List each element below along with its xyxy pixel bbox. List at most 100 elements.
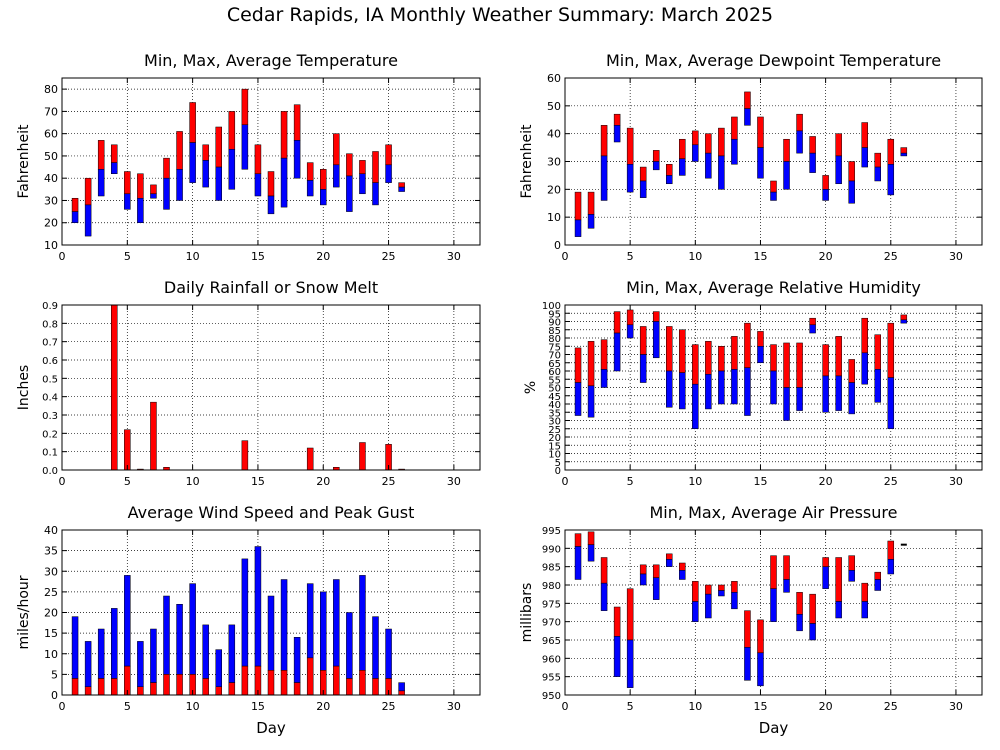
bar-lower [848,180,855,204]
bar-upper [333,133,340,166]
bar-lower [887,164,895,196]
bar-upper [848,161,855,182]
bar-lower [359,173,366,195]
y-tick-label: 5 [51,668,58,681]
y-tick-label: 5 [555,458,561,469]
y-tick-label: 80 [44,83,58,96]
bar-upper [679,138,686,159]
bar-gust [163,595,170,675]
bar-upper [783,555,790,580]
bar-avg-wind [137,686,144,696]
x-tick-label: 30 [949,475,963,488]
bar-lower [757,346,764,363]
bar-upper [666,164,673,176]
bar-lower [202,160,209,188]
bar-upper [150,184,157,195]
bar-gust [385,628,392,679]
bar-gust [398,682,405,692]
y-tick-label: 980 [542,581,561,592]
y-tick-label: 100 [542,301,561,312]
x-tick-label: 0 [562,250,569,263]
x-tick-label: 25 [884,475,898,488]
bar-lower [731,369,738,405]
bar-rain [150,401,157,471]
bar-upper [639,326,647,355]
bar-upper [254,144,262,174]
bar-upper [783,342,790,388]
bar-lower [887,559,895,575]
y-tick-label: 60 [548,367,561,378]
x-tick-label: 25 [382,700,396,713]
bar-lower [900,152,908,157]
y-tick-label: 0.6 [42,356,58,367]
chart-rain: Daily Rainfall or Snow Melt 0.0 0.1 0.2 0.3 0… [16,278,481,488]
bar-upper [731,336,738,370]
bar-lower [809,324,816,334]
bar-lower [861,601,868,619]
x-tick-label: 5 [627,700,634,713]
bar-upper [679,562,686,571]
x-tick-label: 5 [627,475,634,488]
bar-lower [652,161,660,171]
bar-lower [861,352,868,385]
bar-upper [626,588,634,641]
bar-upper [574,347,582,383]
bar-avg-wind [176,674,183,696]
bar-gust [215,649,222,687]
x-tick-label: 0 [59,475,66,488]
bar-upper [705,584,712,595]
y-tick-label: 10 [548,450,561,461]
y-tick-label: 10 [44,648,58,661]
bar-lower [679,158,686,176]
bar-upper [874,571,881,580]
y-tick-label: 65 [548,359,561,370]
bar-lower [241,124,249,170]
y-axis-label: Fahrenheit [519,124,535,199]
bar-lower [744,108,751,126]
bar-upper [809,136,816,154]
bar-avg-wind [111,678,118,696]
bar-lower [822,375,829,413]
x-tick-label: 20 [819,475,833,488]
chart-title: Min, Max, Average Temperature [144,51,398,70]
bar-rain [124,429,131,471]
y-tick-label: 15 [44,627,58,640]
bar-upper [835,336,842,377]
y-tick-label: 40 [44,172,58,185]
bar-avg-wind [293,682,301,696]
y-tick-label: 25 [548,425,561,436]
bar-gust [176,604,183,675]
bar-gust [137,641,144,687]
bar-lower [822,566,829,589]
y-tick-label: 60 [44,128,58,141]
bar-lower [692,383,699,430]
y-tick-label: 0.5 [42,374,58,385]
y-tick-label: 20 [547,183,561,196]
bar-upper [587,191,595,215]
bar-lower [705,374,712,410]
x-tick-label: 30 [447,250,461,263]
bar-upper [692,344,699,385]
bar-lower [796,614,803,632]
bar-upper [887,322,895,378]
plot-frame [564,529,983,696]
bar-upper [111,144,118,163]
bar-upper [822,557,829,567]
bar-lower [757,652,764,687]
bar-lower [626,639,634,688]
bar-upper [900,314,908,321]
y-tick-label: 20 [44,217,58,230]
x-tick-label: 10 [688,250,702,263]
bar-lower [809,623,816,641]
bar-gust [71,616,79,679]
bar-gust [280,579,288,671]
y-tick-label: 70 [44,105,58,118]
bar-upper [600,339,608,370]
bar-upper [215,126,222,168]
bar-upper [385,144,392,166]
bar-lower [783,161,790,190]
chart-humidity: Min, Max, Average Relative Humidity05101… [523,278,983,488]
bar-avg-wind [280,670,288,696]
y-tick-label: 30 [548,417,561,428]
chart-wind: Average Wind Speed and Peak Gust 0 5 10 15 20… [16,503,481,737]
